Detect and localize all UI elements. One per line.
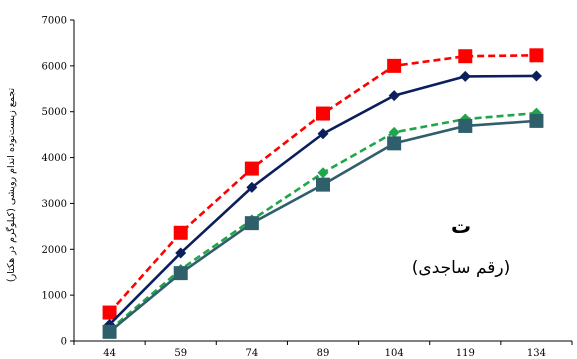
data-point-marker — [244, 216, 259, 231]
data-point-marker — [458, 118, 473, 133]
data-point-marker — [530, 70, 542, 82]
data-point-marker — [529, 113, 544, 128]
axes: 0 1000 2000 3000 4000 5000 6000 7000 44 59 74 89 104… — [42, 16, 573, 359]
data-point-marker — [317, 128, 329, 140]
x-tick-label: 44 — [103, 348, 116, 359]
data-point-marker — [387, 58, 402, 73]
data-point-marker — [388, 90, 400, 102]
chart-annotation-letter: ت — [451, 214, 471, 238]
data-point-marker — [316, 177, 330, 192]
x-tick-label: 104 — [385, 348, 404, 359]
y-axis-title: تجمع زیست‌توده اندام رویشی (کیلوگرم در ه… — [5, 88, 17, 283]
data-point-marker — [102, 324, 117, 339]
data-point-marker — [459, 70, 471, 82]
series-layer — [102, 48, 544, 339]
data-point-marker — [388, 126, 400, 138]
x-tick-label: 89 — [317, 348, 330, 359]
y-tick-label: 7000 — [42, 16, 67, 27]
data-point-marker — [102, 305, 117, 320]
x-tick-label: 134 — [527, 348, 546, 359]
data-point-marker — [316, 106, 330, 121]
x-tick-label: 119 — [456, 348, 475, 359]
data-point-marker — [173, 225, 188, 240]
y-tick-label: 0 — [61, 337, 67, 348]
y-tick-label: 5000 — [42, 107, 67, 118]
data-point-marker — [458, 49, 473, 64]
series-line-3 — [108, 111, 537, 331]
chart-annotation-cultivar: (رقم ساجدی) — [412, 258, 510, 278]
y-tick-label: 1000 — [42, 291, 67, 302]
x-tick-label: 59 — [174, 348, 187, 359]
y-tick-label: 2000 — [42, 245, 67, 256]
x-tick-label: 74 — [245, 348, 258, 359]
data-point-marker — [246, 181, 258, 193]
data-point-marker — [244, 161, 259, 176]
series-line-4 — [108, 119, 537, 333]
data-point-marker — [317, 167, 329, 179]
data-point-marker — [173, 266, 188, 281]
data-point-marker — [175, 247, 187, 259]
y-tick-label: 6000 — [42, 61, 67, 72]
data-point-marker — [387, 136, 402, 151]
y-tick-label: 4000 — [42, 153, 67, 164]
data-point-marker — [529, 48, 544, 63]
y-tick-label: 3000 — [42, 199, 67, 210]
